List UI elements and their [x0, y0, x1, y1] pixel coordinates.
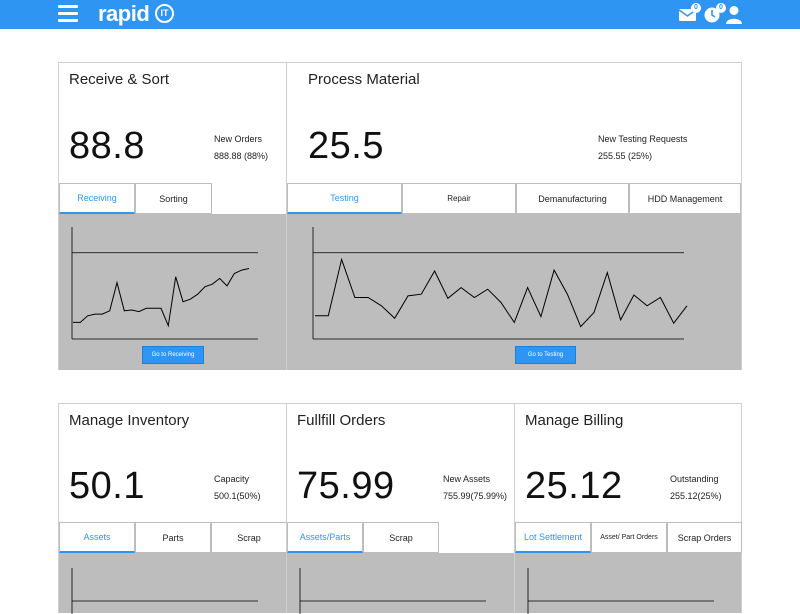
user-icon[interactable]	[724, 5, 744, 24]
card-meta: Outstanding 255.12(25%)	[670, 471, 722, 505]
meta-label: Outstanding	[670, 474, 719, 484]
card-title: Receive & Sort	[69, 71, 170, 88]
receive-chart: Go to Receiving	[59, 214, 286, 370]
card-meta: Capacity 500.1(50%)	[214, 471, 261, 505]
app-logo[interactable]: rapid	[98, 1, 150, 26]
tab-sorting[interactable]: Sorting	[135, 183, 212, 214]
logo-badge: IT	[155, 4, 174, 23]
billing-chart	[515, 553, 741, 614]
meta-value: 755.99(75.99%)	[443, 491, 508, 501]
receive-tabs: Receiving Sorting	[59, 183, 212, 214]
clock-icon[interactable]: 0	[703, 3, 726, 24]
orders-chart	[287, 553, 514, 614]
tab-scrap[interactable]: Scrap	[211, 522, 287, 553]
meta-label: Capacity	[214, 474, 250, 484]
mail-badge: 0	[691, 3, 701, 13]
card-value: 88.8	[69, 125, 145, 167]
process-material-card: Process Material 25.5 New Testing Reques…	[286, 62, 742, 370]
clock-badge: 0	[716, 3, 726, 13]
process-chart-svg	[312, 227, 688, 340]
billing-tabs: Lot Settlement Asset/ Part Orders Scrap …	[515, 522, 742, 553]
meta-value: 500.1(50%)	[214, 491, 261, 501]
series-line	[73, 268, 250, 328]
menu-icon[interactable]	[58, 5, 78, 22]
tab-assets[interactable]: Assets	[59, 522, 135, 553]
inventory-chart	[59, 553, 286, 614]
go-to-receiving-button[interactable]: Go to Receiving	[142, 346, 204, 364]
manage-billing-card: Manage Billing 25.12 Outstanding 255.12(…	[514, 403, 742, 614]
card-meta: New Orders 888.88 (88%)	[214, 131, 268, 165]
inventory-chart-svg	[71, 568, 258, 614]
meta-value: 255.12(25%)	[670, 491, 722, 501]
tab-scrap-orders[interactable]: Scrap Orders	[667, 522, 742, 553]
series-line	[315, 257, 688, 328]
mail-icon[interactable]: 0	[678, 3, 701, 24]
tab-asset-part-orders[interactable]: Asset/ Part Orders	[591, 522, 667, 553]
card-value: 50.1	[69, 465, 145, 507]
meta-label: New Orders	[214, 134, 263, 144]
card-value: 75.99	[297, 465, 395, 507]
card-value: 25.12	[525, 465, 623, 507]
meta-value: 255.55 (25%)	[598, 151, 653, 161]
card-title: Fullfill Orders	[297, 412, 386, 429]
tab-hdd-management[interactable]: HDD Management	[629, 183, 741, 214]
tab-repair[interactable]: Repair	[402, 183, 516, 214]
tab-demanufacturing[interactable]: Demanufacturing	[516, 183, 629, 214]
receive-chart-svg	[71, 227, 258, 340]
receive-sort-card: Receive & Sort 88.8 New Orders 888.88 (8…	[58, 62, 287, 370]
tab-assets-parts[interactable]: Assets/Parts	[287, 522, 363, 553]
tab-receiving[interactable]: Receiving	[59, 183, 135, 214]
card-title: Manage Billing	[525, 412, 624, 429]
go-to-testing-button[interactable]: Go to Testing	[515, 346, 576, 364]
tab-lot-settlement[interactable]: Lot Settlement	[515, 522, 591, 553]
meta-value: 888.88 (88%)	[214, 151, 269, 161]
orders-chart-svg	[299, 568, 486, 614]
tab-testing[interactable]: Testing	[287, 183, 402, 214]
billing-chart-svg	[527, 568, 714, 614]
card-value: 25.5	[308, 125, 384, 167]
top-bar: rapid IT 0 0	[0, 0, 800, 29]
tab-parts[interactable]: Parts	[135, 522, 211, 553]
card-title: Manage Inventory	[69, 412, 190, 429]
card-meta: New Assets 755.99(75.99%)	[443, 471, 507, 505]
inventory-tabs: Assets Parts Scrap	[59, 522, 287, 553]
process-tabs: Testing Repair Demanufacturing HDD Manag…	[287, 183, 741, 214]
meta-label: New Assets	[443, 474, 491, 484]
process-chart: Go to Testing	[287, 214, 741, 370]
card-meta: New Testing Requests 255.55 (25%)	[598, 131, 687, 165]
orders-tabs: Assets/Parts Scrap	[287, 522, 439, 553]
manage-inventory-card: Manage Inventory 50.1 Capacity 500.1(50%…	[58, 403, 287, 614]
fullfill-orders-card: Fullfill Orders 75.99 New Assets 755.99(…	[286, 403, 515, 614]
tab-scrap[interactable]: Scrap	[363, 522, 439, 553]
card-title: Process Material	[308, 71, 420, 88]
meta-label: New Testing Requests	[598, 134, 688, 144]
